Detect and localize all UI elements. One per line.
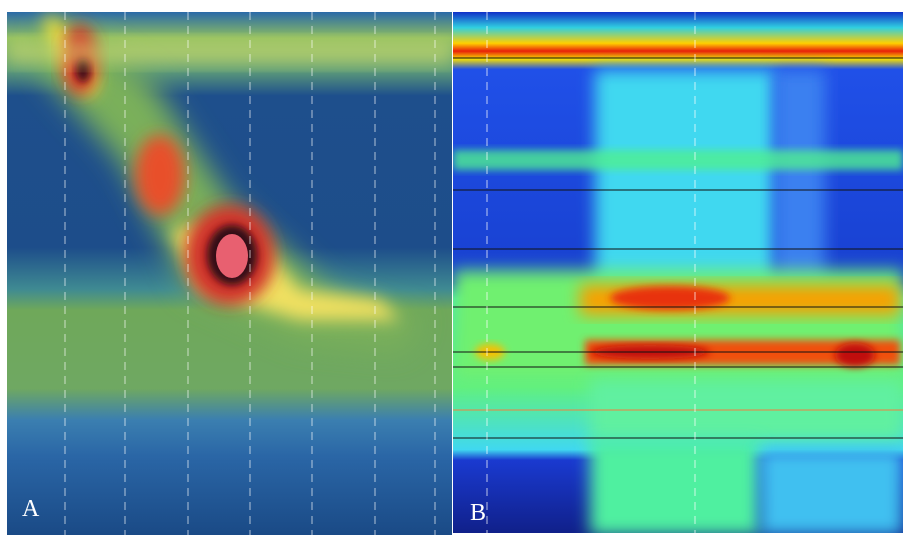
pressure-band [40, 12, 420, 350]
sensor-lines [453, 57, 903, 439]
time-markers [64, 12, 436, 535]
pressure-peak [216, 234, 248, 278]
pressure-region [595, 70, 775, 290]
time-markers [486, 12, 696, 533]
panel-b: B [453, 12, 903, 533]
pressure-band [453, 150, 903, 170]
pressure-region [590, 440, 760, 533]
pressure-blob [610, 286, 730, 310]
panel-label: A [22, 496, 40, 522]
sphincter-band [7, 40, 452, 65]
pressure-region [775, 70, 825, 290]
panel-label: B [470, 500, 486, 526]
panel-a: A [7, 12, 452, 535]
pressure-blob [135, 135, 185, 215]
pressure-blob [835, 343, 875, 367]
pressure-region [760, 450, 903, 533]
